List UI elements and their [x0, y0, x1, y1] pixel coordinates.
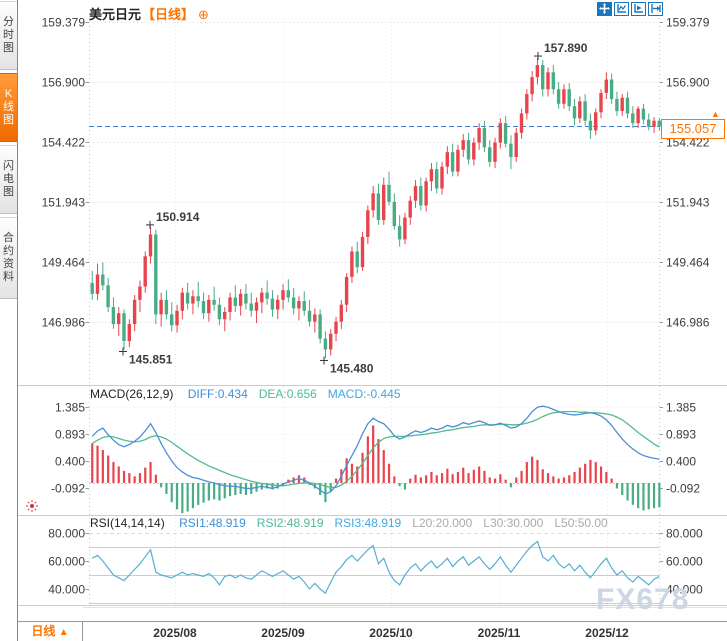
svg-text:151.943: 151.943 — [42, 196, 86, 210]
last-price-tag: 155.057 — [661, 119, 725, 139]
svg-text:145.851: 145.851 — [129, 352, 173, 366]
svg-text:154.422: 154.422 — [666, 136, 710, 150]
svg-text:40.000: 40.000 — [666, 583, 703, 597]
live-indicator-icon — [25, 499, 39, 518]
macd-title: MACD(26,12,9) — [90, 387, 174, 401]
chevron-up-icon: ▲ — [58, 627, 69, 638]
symbol-name: 美元日元 — [89, 7, 142, 22]
chart-settings-icon[interactable]: ⊕ — [198, 7, 209, 22]
svg-text:-0.092: -0.092 — [666, 482, 700, 496]
svg-text:156.900: 156.900 — [42, 76, 86, 90]
macd-legend-item: DIFF:0.434 — [187, 387, 248, 401]
chart-type-sidebar: 分时图 K线图 闪电图 合约资料 — [0, 0, 18, 641]
svg-text:151.943: 151.943 — [666, 196, 710, 210]
macd-legend: MACD(26,12,9) DIFF:0.434 DEA:0.656 MACD:-0… — [90, 387, 401, 401]
rsi-legend-item: RSI1:48.919 — [179, 516, 246, 530]
rsi-legend: RSI(14,14,14) RSI1:48.919 RSI2:48.919 RSI3… — [90, 516, 608, 530]
svg-text:0.893: 0.893 — [55, 428, 85, 442]
svg-text:149.464: 149.464 — [666, 256, 710, 270]
svg-text:146.986: 146.986 — [42, 316, 86, 330]
rsi-legend-item: L50:50.00 — [554, 516, 608, 530]
macd-legend-item: DEA:0.656 — [258, 387, 317, 401]
sidebar-tab-kline[interactable]: K线图 — [0, 73, 17, 142]
svg-text:0.400: 0.400 — [55, 455, 85, 469]
svg-text:145.480: 145.480 — [330, 361, 374, 375]
svg-text:80.000: 80.000 — [666, 527, 703, 541]
svg-text:-0.092: -0.092 — [51, 482, 85, 496]
svg-text:0.400: 0.400 — [666, 455, 696, 469]
period-selector[interactable]: 日线 ▲ — [18, 622, 83, 641]
macd-layer — [85, 405, 663, 514]
sidebar-tab-lightning[interactable]: 闪电图 — [0, 145, 17, 214]
axis-labels-layer: 159.379 159.379 156.900 156.900 154.422 154.4… — [42, 16, 710, 641]
svg-text:0.893: 0.893 — [666, 428, 696, 442]
rsi-legend-item: L20:20.000 — [412, 516, 473, 530]
svg-text:80.000: 80.000 — [48, 527, 85, 541]
rsi-legend-item: RSI2:48.919 — [256, 516, 324, 530]
svg-text:2025/09: 2025/09 — [261, 626, 305, 640]
sidebar-tab-timeshare[interactable]: 分时图 — [0, 1, 17, 70]
rsi-legend-item: RSI3:48.919 — [334, 516, 402, 530]
period-selector-label: 日线 — [31, 624, 56, 638]
zoom-range-button[interactable] — [614, 2, 629, 16]
pan-tool-button[interactable] — [597, 2, 612, 16]
svg-text:149.464: 149.464 — [42, 256, 86, 270]
svg-text:156.900: 156.900 — [666, 76, 710, 90]
pan-icon — [599, 2, 610, 17]
grid-layer — [18, 18, 727, 622]
svg-text:146.986: 146.986 — [666, 316, 710, 330]
svg-text:60.000: 60.000 — [48, 555, 85, 569]
arrow-right-bar-icon — [650, 2, 661, 17]
svg-text:40.000: 40.000 — [48, 583, 85, 597]
svg-text:150.914: 150.914 — [156, 210, 200, 224]
svg-text:159.379: 159.379 — [666, 16, 710, 30]
svg-text:154.422: 154.422 — [42, 136, 86, 150]
play-forward-button[interactable] — [631, 2, 646, 16]
svg-text:1.385: 1.385 — [666, 401, 696, 415]
chart-toolbar — [597, 2, 663, 16]
svg-text:159.379: 159.379 — [42, 16, 86, 30]
svg-text:157.890: 157.890 — [544, 41, 588, 55]
rsi-title: RSI(14,14,14) — [90, 516, 165, 530]
sidebar-tab-contract-info[interactable]: 合约资料 — [0, 217, 17, 299]
svg-text:2025/08: 2025/08 — [153, 626, 197, 640]
play-chart-icon — [633, 2, 644, 17]
goto-latest-button[interactable] — [648, 2, 663, 16]
rsi-legend-item: L30:30.000 — [483, 516, 544, 530]
svg-text:60.000: 60.000 — [666, 555, 703, 569]
svg-text:2025/12: 2025/12 — [585, 626, 629, 640]
macd-legend-item: MACD:-0.445 — [327, 387, 401, 401]
svg-text:1.385: 1.385 — [55, 401, 85, 415]
period-tag: 【日线】 — [142, 7, 195, 22]
watermark: FX678 — [596, 583, 690, 616]
svg-text:2025/10: 2025/10 — [369, 626, 413, 640]
range-chart-icon — [616, 2, 627, 17]
price-up-arrow-icon: ▲ — [711, 109, 720, 119]
candles-layer: 157.890 150.914 145.851 145.480 — [90, 41, 661, 375]
rsi-layer — [85, 533, 663, 604]
chart-title: 美元日元【日线】 ⊕ — [89, 4, 209, 23]
svg-text:2025/11: 2025/11 — [478, 626, 521, 640]
